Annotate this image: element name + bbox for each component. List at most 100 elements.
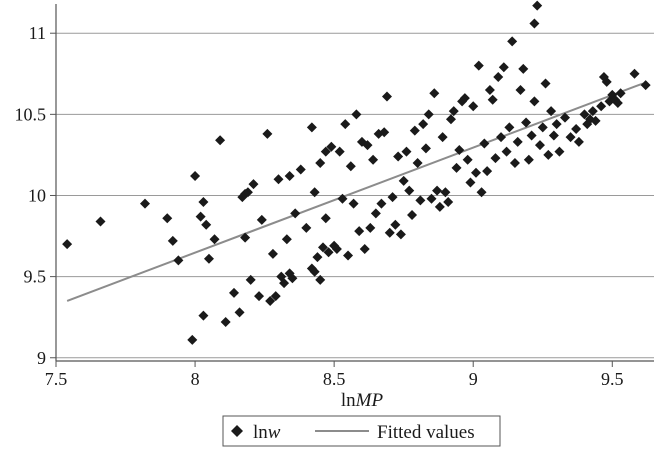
data-point-6 [187, 334, 198, 345]
data-point-104 [473, 60, 484, 71]
data-point-25 [256, 214, 267, 225]
data-point-131 [546, 106, 557, 117]
data-point-48 [320, 146, 331, 157]
data-point-78 [401, 146, 412, 157]
data-point-4 [167, 235, 178, 246]
data-point-130 [543, 149, 554, 160]
data-point-72 [384, 227, 395, 238]
data-point-105 [476, 187, 487, 198]
data-point-69 [376, 198, 387, 209]
data-point-111 [493, 72, 504, 83]
fitted-values-line [66, 82, 644, 302]
data-point-71 [381, 91, 392, 102]
data-point-91 [437, 132, 448, 143]
data-point-77 [398, 175, 409, 186]
data-point-146 [601, 76, 612, 87]
data-point-113 [498, 62, 509, 73]
data-point-56 [340, 119, 351, 130]
data-point-43 [309, 266, 320, 277]
fitted-line [66, 82, 644, 302]
data-point-59 [348, 198, 359, 209]
data-point-129 [540, 78, 551, 89]
data-point-120 [518, 63, 529, 74]
data-point-124 [529, 96, 540, 107]
data-point-11 [201, 219, 212, 230]
data-point-86 [423, 109, 434, 120]
data-point-40 [306, 122, 317, 133]
data-point-13 [209, 234, 220, 245]
data-point-118 [512, 136, 523, 147]
data-point-5 [173, 255, 184, 266]
data-point-110 [490, 153, 501, 164]
data-point-21 [242, 187, 253, 198]
data-point-55 [337, 193, 348, 204]
data-point-15 [220, 317, 231, 328]
data-point-93 [443, 196, 454, 207]
data-point-33 [281, 234, 292, 245]
data-point-65 [365, 222, 376, 233]
data-point-139 [579, 109, 590, 120]
data-point-70 [379, 127, 390, 138]
data-point-107 [482, 166, 493, 177]
data-point-126 [532, 0, 543, 11]
data-point-94 [445, 114, 456, 125]
data-point-117 [509, 158, 520, 169]
x-ticks: 7.5 8 8.5 9 9.5 [45, 361, 624, 389]
data-point-16 [229, 287, 240, 298]
data-point-136 [565, 132, 576, 143]
data-point-64 [362, 140, 373, 151]
x-axis-label: lnMP [341, 390, 384, 411]
data-point-92 [440, 187, 451, 198]
data-point-28 [267, 248, 278, 259]
data-point-132 [548, 130, 559, 141]
data-point-45 [315, 158, 326, 169]
data-point-1 [95, 216, 106, 227]
data-point-67 [370, 208, 381, 219]
data-point-37 [290, 208, 301, 219]
data-point-95 [448, 106, 459, 117]
data-point-60 [351, 109, 362, 120]
data-point-3 [162, 213, 173, 224]
data-point-38 [295, 164, 306, 175]
data-point-133 [551, 119, 562, 130]
data-point-50 [323, 247, 334, 258]
data-point-17 [234, 307, 245, 318]
data-point-9 [198, 310, 209, 321]
data-point-144 [596, 101, 607, 112]
data-point-127 [534, 140, 545, 151]
data-point-61 [354, 226, 365, 237]
data-point-89 [432, 185, 443, 196]
data-point-81 [409, 125, 420, 136]
plot-frame [55, 4, 654, 362]
data-point-128 [537, 122, 548, 133]
data-point-74 [390, 219, 401, 230]
data-point-138 [573, 136, 584, 147]
legend-diamond-icon [231, 425, 243, 437]
data-point-143 [590, 115, 601, 126]
data-point-7 [190, 171, 201, 182]
data-point-51 [326, 141, 337, 152]
data-point-142 [587, 106, 598, 117]
data-point-8 [195, 211, 206, 222]
y-ticks: 9 9.5 10 10.5 11 [15, 23, 56, 368]
data-point-150 [612, 97, 623, 108]
data-point-108 [484, 85, 495, 96]
data-point-82 [412, 158, 423, 169]
data-point-14 [215, 135, 226, 146]
data-point-119 [515, 85, 526, 96]
data-point-29 [270, 291, 281, 302]
data-point-36 [287, 273, 298, 284]
data-point-44 [312, 252, 323, 263]
data-point-75 [393, 151, 404, 162]
legend: lnw Fitted values [222, 415, 501, 447]
data-point-114 [501, 146, 512, 157]
y-tick-label-1: 9.5 [24, 267, 47, 287]
data-point-10 [198, 196, 209, 207]
data-point-63 [359, 244, 370, 255]
data-point-134 [554, 146, 565, 157]
data-point-30 [273, 174, 284, 185]
data-point-103 [470, 167, 481, 178]
data-point-112 [496, 132, 507, 143]
data-point-137 [571, 123, 582, 134]
data-point-34 [284, 171, 295, 182]
